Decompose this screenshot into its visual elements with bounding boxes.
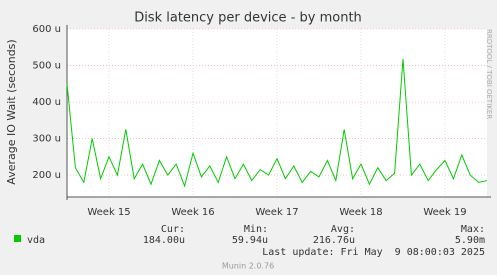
legend-value: 216.76u	[313, 235, 355, 246]
x-tick-label: Week 16	[171, 207, 214, 218]
y-tick-label: 500 u	[32, 61, 61, 72]
x-tick-label: Week 19	[423, 207, 466, 218]
legend-label: vda	[27, 235, 45, 246]
y-tick-label: 200 u	[32, 170, 61, 181]
watermark: RRDTOOL / TOBI OETIKER	[485, 29, 493, 119]
legend-header: Avg:	[331, 224, 355, 235]
legend-swatch	[14, 235, 21, 242]
last-update: Last update: Fri May 9 08:00:03 2025	[262, 247, 485, 258]
legend-value: 5.90m	[455, 235, 485, 246]
legend-value: 184.00u	[143, 235, 185, 246]
y-axis-label: Average IO Wait (seconds)	[5, 39, 18, 184]
chart-title: Disk latency per device - by month	[134, 11, 362, 26]
y-tick-label: 600 u	[32, 24, 61, 35]
legend-header: Min:	[244, 224, 268, 235]
y-tick-label: 400 u	[32, 97, 61, 108]
legend-header: Max:	[461, 224, 485, 235]
y-tick-label: 300 u	[32, 134, 61, 145]
data-line	[66, 58, 488, 188]
x-tick-label: Week 18	[339, 207, 382, 218]
x-tick-label: Week 17	[255, 207, 298, 218]
x-tick-label: Week 15	[87, 207, 130, 218]
footer: Munin 2.0.76	[222, 262, 274, 271]
legend-header: Cur:	[161, 224, 185, 235]
legend-value: 59.94u	[232, 235, 268, 246]
